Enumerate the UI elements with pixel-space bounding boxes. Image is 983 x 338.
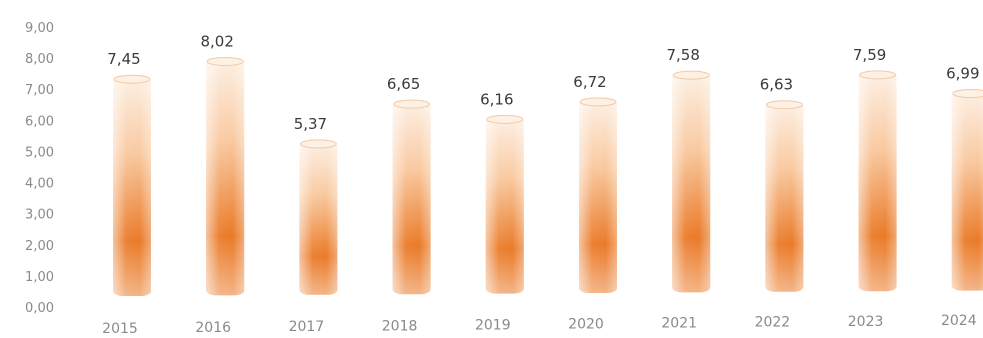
bar-highlight-2015 (113, 76, 151, 296)
x-tick-label-2015: 2015 (102, 321, 138, 337)
x-tick-label-2018: 2018 (382, 318, 418, 334)
y-tick-label: 5,00 (25, 145, 54, 160)
x-tick-label-2024: 2024 (941, 313, 977, 329)
data-label-2022: 6,63 (760, 76, 793, 94)
bar-cap-2021 (672, 70, 710, 80)
data-label-2021: 7,58 (666, 46, 699, 64)
bars: 7,45 8,02 5,37 6,65 6,16 6,72 7,58 6,63 7,59 6,99 (107, 32, 983, 296)
x-tick-label-2019: 2019 (475, 317, 511, 333)
bar-highlight-2021 (672, 72, 711, 293)
bar-highlight-2016 (206, 58, 245, 296)
bar-cap-2020 (579, 97, 617, 107)
bar-cap-2023 (859, 70, 897, 80)
y-tick-label: 2,00 (25, 239, 54, 254)
y-tick-label: 6,00 (25, 114, 54, 129)
data-label-2018: 6,65 (387, 75, 420, 93)
bar-cap-2015 (113, 74, 151, 84)
x-tick-label-2022: 2022 (755, 315, 791, 331)
bar-highlight-2018 (392, 101, 431, 295)
x-axis: 2015 2016 2017 2018 2019 2020 2021 2022 2023 2024 (102, 313, 977, 337)
data-label-2015: 7,45 (107, 50, 140, 68)
y-tick-label: 0,00 (25, 301, 54, 316)
data-label-2023: 7,59 (853, 46, 886, 64)
bar-highlight-2019 (485, 116, 524, 294)
y-tick-label: 4,00 (25, 177, 54, 192)
data-label-2020: 6,72 (573, 73, 606, 91)
y-tick-label: 1,00 (25, 270, 54, 285)
y-tick-label: 8,00 (25, 52, 54, 67)
bar-highlight-2020 (579, 98, 617, 293)
data-label-2024: 6,99 (946, 65, 979, 83)
bar-cap-2017 (299, 139, 337, 149)
x-tick-label-2017: 2017 (289, 319, 325, 335)
bar-cap-2022 (765, 100, 803, 110)
bar-highlight-2022 (765, 101, 804, 292)
x-tick-label-2023: 2023 (848, 314, 884, 330)
data-label-2016: 8,02 (200, 32, 233, 50)
data-label-2017: 5,37 (294, 115, 327, 133)
bar-highlight-2017 (299, 140, 338, 295)
y-axis: 0,00 1,00 2,00 3,00 4,00 5,00 6,00 7,00 8,00 9,00 (25, 21, 54, 316)
bar-highlight-2024 (951, 90, 983, 291)
y-tick-label: 7,00 (25, 83, 54, 98)
bar-cap-2016 (206, 56, 244, 66)
bar-cap-2019 (486, 114, 524, 124)
bar-highlight-2023 (858, 71, 897, 292)
x-tick-label-2021: 2021 (661, 316, 697, 332)
bar-cap-2018 (393, 99, 431, 109)
bar-cap-2024 (952, 89, 983, 99)
y-tick-label: 3,00 (25, 208, 54, 223)
x-tick-label-2016: 2016 (195, 320, 231, 336)
y-tick-label: 9,00 (25, 21, 54, 36)
data-label-2019: 6,16 (480, 90, 513, 108)
x-tick-label-2020: 2020 (568, 317, 604, 333)
